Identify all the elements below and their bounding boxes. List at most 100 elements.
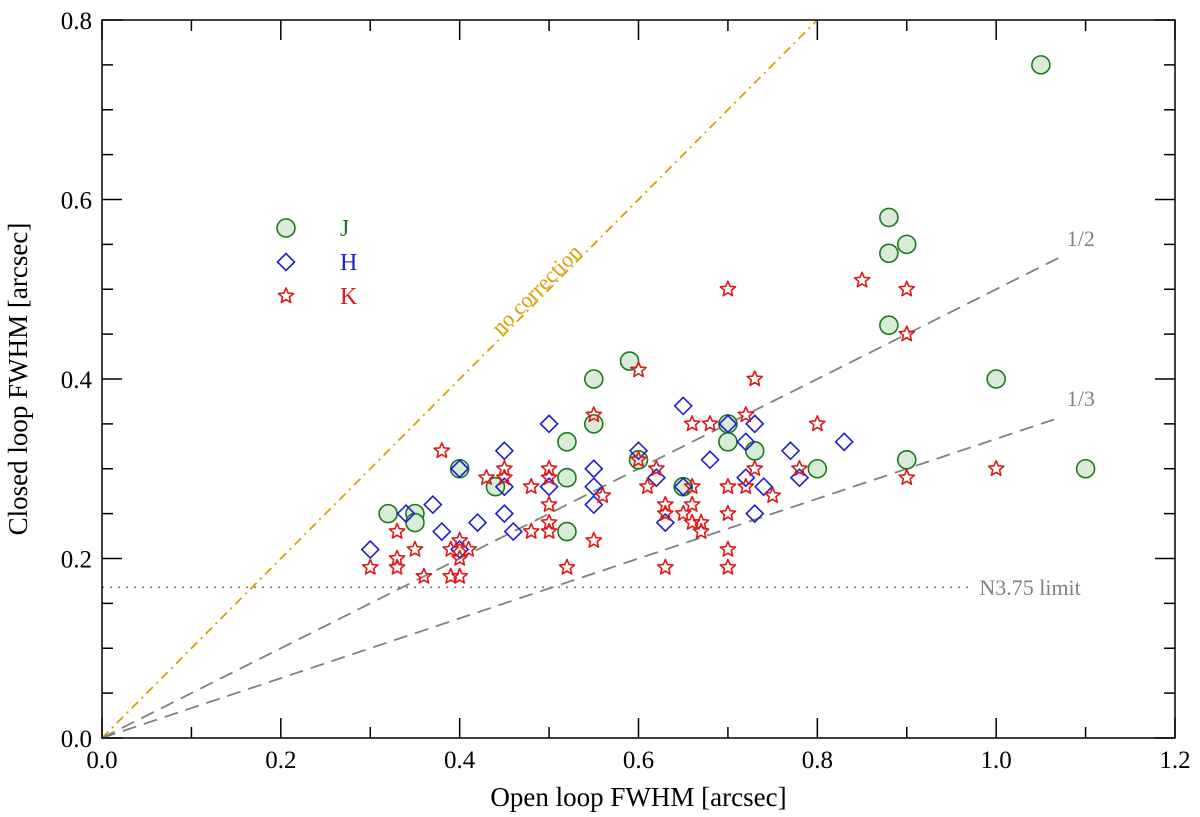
series-j [378,55,1096,542]
point-j [807,458,828,479]
legend-label-j: J [340,216,349,242]
point-k [898,325,916,342]
point-k [692,513,710,530]
point-j [619,351,640,371]
point-k [451,531,469,548]
point-k [495,459,513,477]
point-k [585,531,603,548]
point-h [646,468,667,488]
point-j [557,467,577,488]
point-j [673,476,694,497]
point-h [396,503,416,524]
point-k [791,459,808,477]
reference-label: no correction [486,239,586,339]
point-h [745,414,765,434]
point-j [449,458,470,479]
point-k [388,558,406,575]
point-h [789,468,810,488]
plot-frame [101,19,1176,739]
point-h [834,432,854,452]
x-tick-label: 0.4 [444,747,476,774]
data-points [360,55,1096,584]
point-k [639,477,656,494]
point-k [656,558,674,575]
point-h [736,432,756,452]
point-j [879,243,899,264]
point-k [558,558,576,575]
point-k [701,415,719,432]
y-tick-label: 0.8 [61,8,92,35]
point-j [583,414,604,434]
point-h [494,477,515,497]
point-h [539,414,559,434]
point-k [388,522,406,539]
point-h [754,477,774,497]
x-tick-label: 1.0 [981,747,1012,774]
point-k [433,442,451,459]
point-k [656,504,674,521]
point-h [432,521,452,542]
point-k [522,522,540,539]
point-h [494,503,515,524]
point-k [719,280,737,297]
point-h [584,459,604,479]
series-k [361,271,1005,584]
point-k [495,468,513,485]
point-h [700,450,720,470]
point-k [987,459,1005,477]
point-j [583,369,604,389]
point-j [557,432,577,452]
point-j [896,234,917,255]
point-k [737,406,755,423]
reference-label: 1/3 [1067,386,1095,411]
point-j [557,521,577,542]
point-h [780,441,801,461]
point-k [719,540,737,557]
point-k [737,477,755,494]
point-h [467,512,488,533]
x-tick-label: 1.2 [1159,747,1190,774]
tick-marks [101,19,1176,739]
x-tick-label: 0.8 [802,747,833,774]
point-j [896,449,917,470]
reference-label: 1/2 [1067,226,1095,251]
point-k [451,567,469,584]
point-k [746,370,764,387]
x-tick-label: 0.2 [265,747,296,774]
reference-line [101,19,818,739]
point-h [628,441,649,461]
point-j [879,207,899,228]
point-k [540,522,558,539]
point-j [718,414,738,434]
point-h [718,414,738,434]
point-k [540,468,558,485]
x-tick-label: 0.0 [86,747,117,774]
y-axis-label: Closed loop FWHM [arcsec] [3,223,33,536]
point-k [746,459,764,477]
point-j [378,503,398,524]
legend-label-h: H [340,250,357,276]
legend-marker-h [276,252,296,272]
y-tick-label: 0.6 [61,188,92,215]
point-k [594,486,612,503]
point-h [503,521,523,542]
point-k [478,468,495,485]
reference-label: N3.75 limit [979,575,1080,600]
point-k [683,495,701,512]
legend-label-k: K [340,284,358,310]
y-tick-label: 0.0 [61,726,92,753]
legend: JHK [276,216,358,310]
point-k [540,459,558,477]
y-tick-label: 0.4 [61,367,93,394]
point-k [630,450,647,468]
point-k [647,459,665,477]
point-k [898,468,916,485]
point-h [584,495,604,515]
legend-marker-j [276,218,296,238]
point-k [585,406,603,423]
point-k [522,477,540,494]
point-j [879,315,899,335]
point-k [692,522,710,539]
point-h [450,459,470,479]
